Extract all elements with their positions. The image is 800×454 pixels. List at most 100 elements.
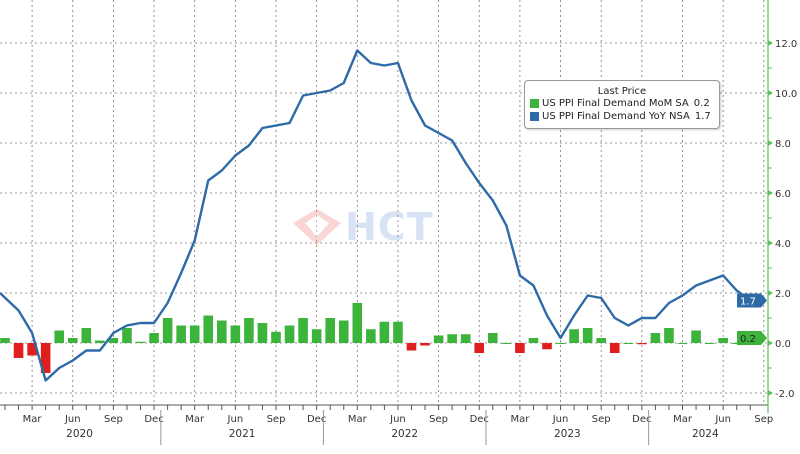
mom-bar [393, 321, 403, 343]
mom-bar [271, 331, 281, 343]
mom-bar [135, 341, 146, 343]
x-year-label: 2022 [391, 428, 418, 440]
mom-bar [217, 320, 227, 343]
mom-bar [718, 338, 728, 343]
mom-bar [122, 328, 132, 343]
mom-bar [460, 334, 471, 343]
x-year-label: 2024 [692, 428, 719, 440]
mom-bar [230, 325, 241, 343]
mom-bar [433, 335, 444, 343]
mom-bar [474, 343, 485, 353]
hct-logo-icon [293, 209, 341, 245]
mom-bar [27, 343, 37, 356]
x-month-label: Dec [307, 414, 326, 425]
mom-bar [623, 343, 634, 344]
mom-bar [582, 328, 593, 343]
mom-bar [420, 343, 430, 346]
legend-entry-yoy: US PPI Final Demand YoY NSA 1.7 [530, 110, 719, 123]
x-month-label: Sep [104, 414, 123, 425]
y-tick-label: 4.0 [775, 239, 791, 250]
x-month-label: Sep [592, 414, 611, 425]
mom-bar [488, 333, 498, 343]
legend-title: Last Price [597, 86, 647, 97]
mom-bar [379, 321, 390, 343]
x-month-label: Mar [23, 414, 43, 425]
mom-bar [203, 315, 214, 343]
y-tick-marker [768, 40, 773, 46]
mom-bar [352, 303, 363, 343]
legend-label: US PPI Final Demand YoY NSA [542, 111, 690, 122]
y-tick-marker [768, 240, 773, 246]
mom-bar [704, 343, 715, 344]
mom-bar [677, 343, 688, 344]
y-tick-label: 10.0 [775, 89, 797, 100]
y-tick-marker [768, 90, 773, 96]
y-tick-marker [768, 140, 773, 146]
mom-bar [596, 338, 606, 343]
mom-bar [108, 338, 119, 343]
x-month-label: Mar [185, 414, 205, 425]
mom-bar [0, 338, 10, 343]
legend-swatch-blue [530, 112, 539, 121]
tag-value: 0.2 [740, 334, 756, 345]
tag-background [737, 293, 767, 308]
y-tick-marker [768, 190, 773, 196]
x-month-label: Dec [632, 414, 651, 425]
x-year-label: 2023 [554, 428, 581, 440]
mom-bar [176, 325, 186, 343]
legend-entry-mom: US PPI Final Demand MoM SA 0.2 [530, 97, 719, 110]
x-axis: Mar Jun Sep Dec Mar Jun Sep Dec Mar Jun Sep Dec Mar J… [0, 404, 773, 445]
y-tick-label: -2.0 [775, 389, 795, 400]
x-month-label: Mar [348, 414, 368, 425]
y-tick-label: 2.0 [775, 289, 791, 300]
x-year-label: 2020 [66, 428, 93, 440]
x-month-label: Dec [470, 414, 489, 425]
x-month-label: Jun [552, 414, 569, 425]
mom-bar [244, 318, 254, 343]
mom-bar [13, 343, 24, 358]
y-axis: 12.0 10.0 8.0 6.0 4.0 2.0 0.0 -2.0 1.7 0.2 [737, 0, 797, 413]
x-month-label: Jun [64, 414, 81, 425]
legend: Last Price US PPI Final Demand MoM SA 0.… [524, 80, 720, 129]
mom-bar [542, 343, 552, 350]
mom-bar [189, 325, 200, 343]
y-tick-label: 8.0 [775, 139, 791, 150]
mom-bar [40, 343, 51, 373]
mom-bar [257, 323, 268, 343]
mom-bar [501, 343, 512, 344]
mom-bar [406, 343, 417, 351]
mom-bar [609, 343, 620, 353]
mom-bar [338, 320, 349, 343]
mom-bar [311, 329, 322, 343]
y-tick-marker [768, 390, 773, 396]
mom-bar [67, 338, 78, 343]
yoy-last-value-tag: 1.7 [737, 293, 767, 308]
x-month-label: Sep [267, 414, 286, 425]
mom-bar [555, 343, 566, 344]
x-month-label: Mar [673, 414, 693, 425]
x-month-label: Sep [754, 414, 773, 425]
mom-bar [149, 333, 159, 343]
yoy-series-line [0, 49, 751, 382]
mom-bars [0, 303, 756, 373]
legend-value: 0.2 [693, 98, 710, 109]
watermark-logo: HCT [293, 205, 434, 249]
mom-bar [54, 330, 64, 343]
x-month-label: Jun [389, 414, 406, 425]
mom-bar [366, 329, 376, 343]
mom-bar [447, 334, 457, 343]
y-tick-marker [768, 340, 773, 346]
mom-bar [284, 325, 295, 343]
y-tick-label: 0.0 [775, 339, 791, 350]
mom-bar [162, 318, 173, 343]
y-tick-label: 12.0 [775, 39, 797, 50]
mom-bar [664, 328, 674, 343]
mom-bar [325, 318, 335, 343]
legend-label: US PPI Final Demand MoM SA [542, 98, 689, 109]
legend-swatch-green [530, 99, 539, 108]
tag-background [737, 331, 767, 345]
x-month-label: Jun [227, 414, 244, 425]
mom-bar [650, 333, 661, 343]
mom-bar [731, 343, 742, 344]
